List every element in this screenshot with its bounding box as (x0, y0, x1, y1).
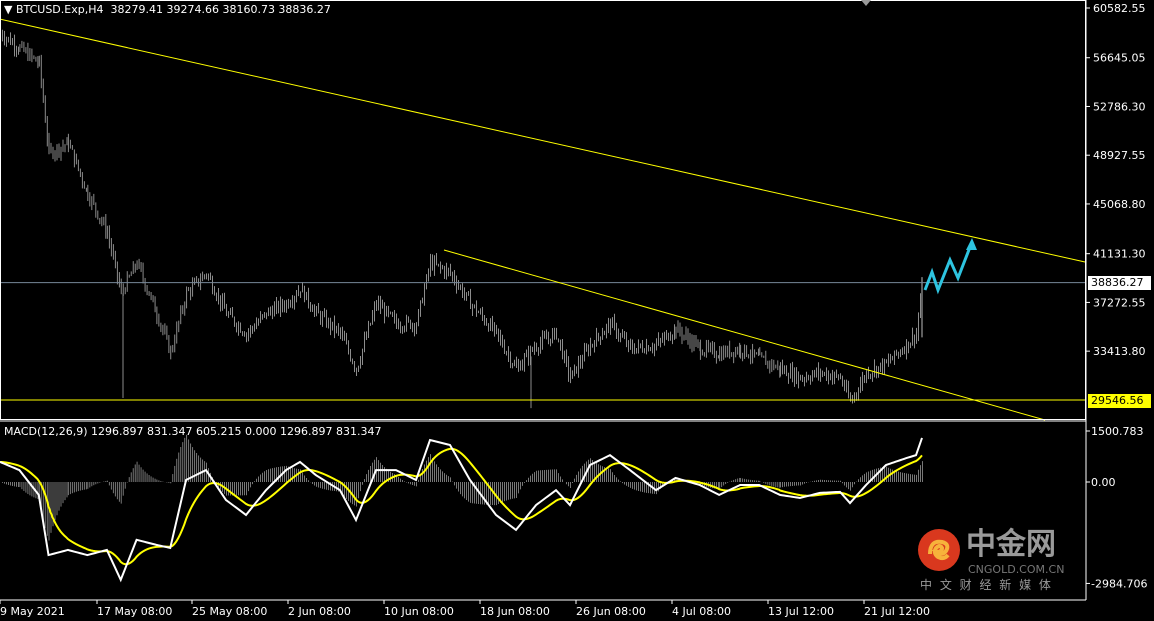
macd-main-line (0, 437, 923, 583)
time-tick-label: 26 Jun 08:00 (576, 605, 646, 618)
current-price-tag: 38836.27 (1088, 276, 1151, 290)
watermark-domain: CNGOLD.COM.CN (968, 563, 1065, 576)
price-tick-label: 60582.55 (1093, 2, 1146, 15)
time-tick-label: 25 May 08:00 (192, 605, 267, 618)
price-tick-label: 45068.80 (1093, 198, 1146, 211)
time-tick-label: 10 Jun 08:00 (384, 605, 454, 618)
price-tick-label: 48927.55 (1093, 149, 1146, 162)
macd-panel (0, 434, 923, 583)
macd-signal-line (0, 447, 923, 566)
trendline (443, 249, 1046, 421)
time-tick-label: 17 May 08:00 (97, 605, 172, 618)
time-tick-label: 9 May 2021 (0, 605, 65, 618)
shift-marker-icon[interactable] (861, 0, 871, 6)
price-tick-label: 37272.55 (1093, 296, 1146, 309)
macd-tick-label: 1500.783 (1091, 425, 1144, 438)
cngold-logo-icon (918, 529, 960, 571)
symbol-label: BTCUSD.Exp,H4 (15, 3, 104, 16)
watermark-logo: 中金网 CNGOLD.COM.CN 中 文 财 经 新 媒 体 (918, 528, 1084, 596)
macd-tick-label: 0.00 (1091, 476, 1116, 489)
chart-title: ▼ BTCUSD.Exp,H4 38279.41 39274.66 38160.… (4, 3, 331, 16)
watermark-brand: 中金网 (966, 527, 1056, 562)
trendlines (0, 18, 1086, 421)
price-tick-label: 33413.80 (1093, 345, 1146, 358)
trendline (0, 18, 1086, 263)
time-tick-label: 13 Jul 12:00 (768, 605, 834, 618)
time-tick-label: 18 Jun 08:00 (480, 605, 550, 618)
time-tick-label: 2 Jun 08:00 (288, 605, 351, 618)
triangle-down-icon[interactable]: ▼ (4, 3, 13, 16)
price-tick-label: 41131.30 (1093, 248, 1146, 261)
price-tick-label: 52786.30 (1093, 100, 1146, 113)
time-tick-label: 4 Jul 08:00 (672, 605, 731, 618)
price-tick-label: 56645.05 (1093, 52, 1146, 65)
macd-tick-label: -2984.706 (1091, 577, 1147, 590)
cyan-arrow-forecast (923, 238, 977, 295)
macd-title: MACD(12,26,9) 1296.897 831.347 605.215 0… (4, 425, 382, 438)
time-tick-label: 21 Jul 12:00 (864, 605, 930, 618)
support-price-tag: 29546.56 (1088, 394, 1151, 408)
watermark-slogan: 中 文 财 经 新 媒 体 (920, 578, 1053, 592)
candle-series (0, 28, 923, 409)
ohlc-values: 38279.41 39274.66 38160.73 38836.27 (110, 3, 331, 16)
chart-frame (0, 0, 1086, 420)
